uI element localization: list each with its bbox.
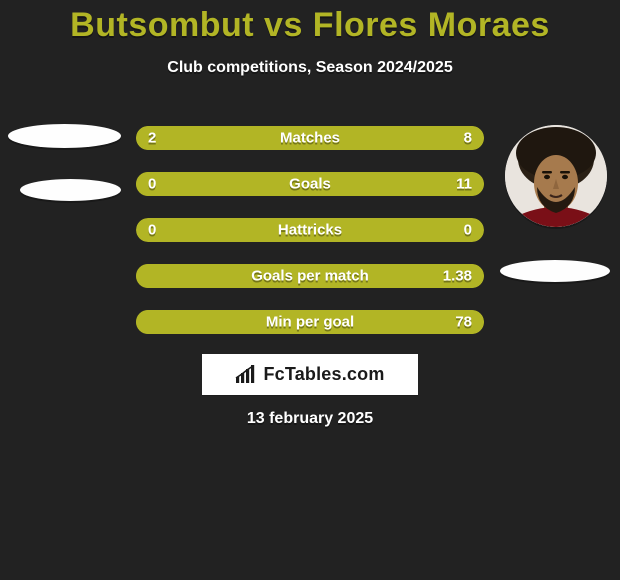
- stat-label: Hattricks: [278, 222, 342, 239]
- stat-label: Goals: [289, 176, 331, 193]
- avatar-illustration: [505, 125, 607, 227]
- player-right-avatar: [505, 125, 607, 227]
- subtitle: Club competitions, Season 2024/2025: [0, 59, 620, 77]
- page-title: Butsombut vs Flores Moraes: [0, 0, 620, 45]
- stat-row-goals_per_match: 1.38 Goals per match: [136, 264, 484, 288]
- stat-right-value: 11: [456, 176, 472, 193]
- stat-right-value: 8: [464, 130, 472, 147]
- player-left-ellipse-1: [8, 124, 121, 148]
- stat-label: Min per goal: [266, 314, 354, 331]
- stat-right-value: 1.38: [443, 268, 472, 285]
- stats-bars: 2 8 Matches 0 11 Goals 0 0 Hattricks 1.38 Goals pe…: [136, 126, 484, 356]
- stat-row-matches: 2 8 Matches: [136, 126, 484, 150]
- stat-left-value: 0: [148, 222, 156, 239]
- stage: Butsombut vs Flores Moraes Club competit…: [0, 0, 620, 580]
- stat-left-value: 0: [148, 176, 156, 193]
- brand-box: FcTables.com: [202, 354, 418, 395]
- stat-left-value: 2: [148, 130, 156, 147]
- stat-row-goals: 0 11 Goals: [136, 172, 484, 196]
- stat-right-value: 78: [455, 314, 472, 331]
- bar-right-fill: [206, 126, 484, 150]
- stat-row-min_per_goal: 78 Min per goal: [136, 310, 484, 334]
- chart-icon: [235, 365, 257, 385]
- stat-label: Goals per match: [251, 268, 369, 285]
- player-right-shadow: [500, 260, 610, 282]
- brand-text: FcTables.com: [263, 364, 384, 385]
- date-text: 13 february 2025: [247, 410, 373, 428]
- stat-label: Matches: [280, 130, 340, 147]
- stat-right-value: 0: [464, 222, 472, 239]
- stat-row-hattricks: 0 0 Hattricks: [136, 218, 484, 242]
- player-left-ellipse-2: [20, 179, 121, 201]
- bar-left-fill: [136, 126, 206, 150]
